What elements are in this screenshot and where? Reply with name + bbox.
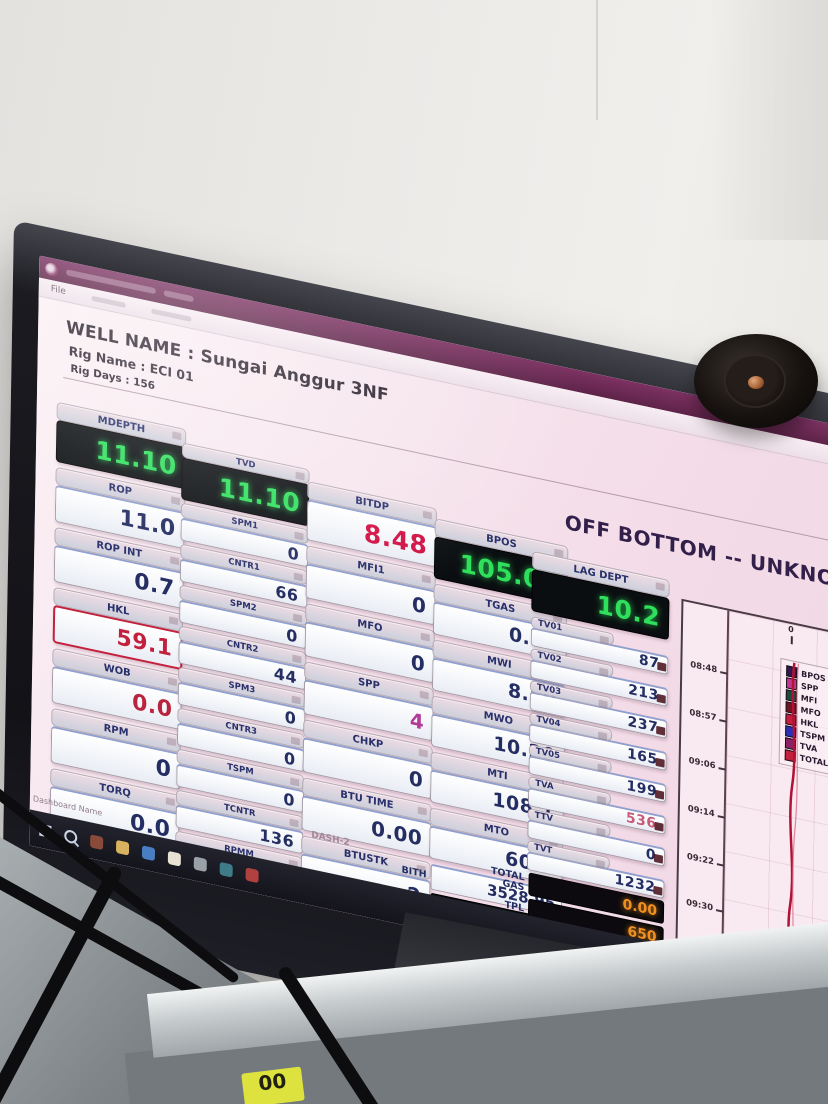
time-tick <box>716 863 724 867</box>
time-tick <box>716 909 724 913</box>
time-tick-label: 09:22 <box>686 851 714 868</box>
app-cream-icon[interactable] <box>167 850 181 867</box>
bith-label: BITH <box>401 864 427 881</box>
wall-seam <box>596 0 598 120</box>
time-tick-label: 09:06 <box>688 755 716 772</box>
wall-shadow <box>708 0 828 240</box>
time-tick <box>720 671 728 675</box>
column-mud-flow: BITDP 8.48 MFI1 0 MFO 0 SPP 4 CHKP 0 BTU TIME 0.00 B… <box>300 481 438 920</box>
column-depth-drilling: MDEPTH 11.10 ROP 11.0 ROP INT 0.7 HKL 59.1 WOB 0.… <box>49 401 187 855</box>
webcam-lens <box>748 376 764 389</box>
time-tick-label: 08:57 <box>689 707 717 724</box>
app-folder-icon[interactable] <box>115 839 130 856</box>
webcam <box>694 334 818 428</box>
column-gas-tanks: LAG DEPT 10.2 TV01 87 TV02 213 TV03 237 TV04 165 T… <box>491 550 670 979</box>
menu-item-blurred[interactable] <box>151 307 192 322</box>
time-tick-label: 09:14 <box>687 803 715 820</box>
time-tick <box>717 815 725 819</box>
top-axis-tick <box>790 636 793 645</box>
app-icon <box>45 261 59 278</box>
sticker-label: 00 <box>241 1066 305 1104</box>
app-teal-icon[interactable] <box>219 861 233 878</box>
app-red-icon[interactable] <box>245 866 259 883</box>
menu-file[interactable]: File <box>50 284 66 298</box>
menu-item-blurred[interactable] <box>91 295 126 308</box>
window-title-blurred <box>163 289 194 303</box>
time-tick-label: 09:30 <box>686 897 714 914</box>
time-tick <box>719 719 727 723</box>
app-maroon-icon[interactable] <box>90 833 104 850</box>
column-pumps: TVD 11.10 SPM1 0 CNTR1 66 SPM2 0 CNTR2 44 SPM3 0 CNT… <box>174 442 310 898</box>
app-gray-icon[interactable] <box>193 855 207 872</box>
time-tick <box>718 767 726 771</box>
app-blue-icon[interactable] <box>141 844 156 861</box>
top-axis-label: 0 <box>788 624 794 635</box>
time-tick-label: 08:48 <box>690 659 718 676</box>
